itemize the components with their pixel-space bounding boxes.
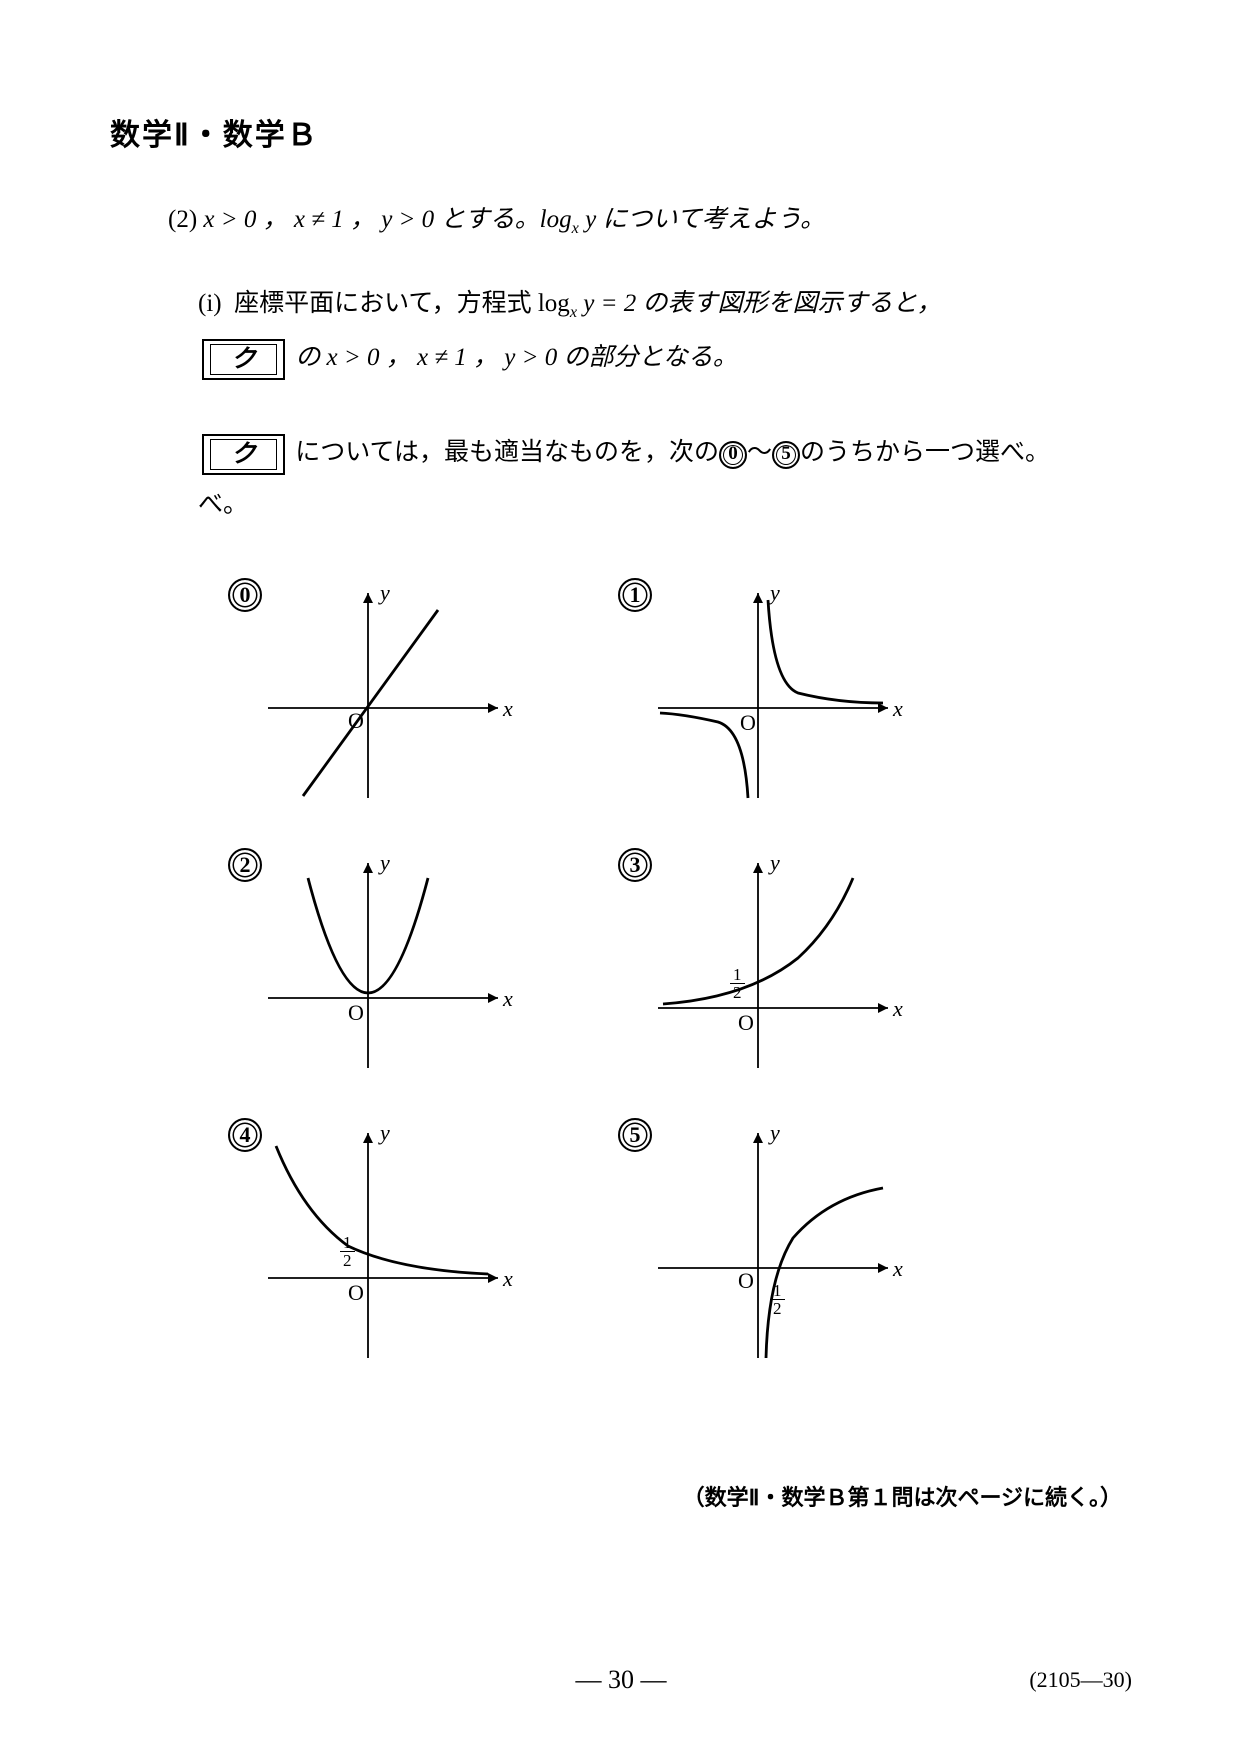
svg-text:y: y <box>378 580 390 605</box>
chart-2: y x O <box>228 848 528 1078</box>
range-start-icon: 0 <box>719 441 747 469</box>
svg-text:O: O <box>738 1010 754 1035</box>
choice-lead: については，最も適当なものを，次の <box>295 439 719 466</box>
option-2-icon[interactable]: 2 <box>228 848 262 882</box>
sub-text-1b: y = 2 の表す図形を図示すると， <box>577 290 941 317</box>
svg-text:O: O <box>348 1000 364 1025</box>
subproblem-number: (i) <box>198 290 222 317</box>
sub-text-1: 座標平面において，方程式 log <box>234 290 570 317</box>
svg-text:y: y <box>768 580 780 605</box>
option-3-icon[interactable]: 3 <box>618 848 652 882</box>
option-5-icon[interactable]: 5 <box>618 1118 652 1152</box>
chart-3: y x O 12 <box>618 848 918 1078</box>
svg-text:x: x <box>892 1256 903 1281</box>
svg-text:O: O <box>738 1268 754 1293</box>
svg-text:x: x <box>502 696 513 721</box>
svg-text:x: x <box>502 986 513 1011</box>
chart-5: y x O 12 <box>618 1118 918 1368</box>
svg-text:y: y <box>378 1120 390 1145</box>
page-number: ― 30 ― <box>576 1665 667 1695</box>
after-blank-text: の x > 0 ， x ≠ 1 ， y > 0 の部分となる。 <box>295 344 738 371</box>
problem-number: (2) <box>168 206 197 233</box>
chart-grid: 0 y x O 1 <box>228 578 1132 1378</box>
page-code: (2105―30) <box>1029 1667 1132 1693</box>
svg-text:y: y <box>768 850 780 875</box>
choice-tail: のうちから一つ選べ。 <box>800 439 1050 466</box>
answer-blank-ku-ref: ク <box>202 434 285 475</box>
problem-body: (2) x > 0 ， x ≠ 1 ， y > 0 とする。log x y につい… <box>168 196 1132 1378</box>
svg-text:y: y <box>378 850 390 875</box>
cond-text-2: y について考えよう。 <box>579 206 825 233</box>
svg-text:O: O <box>740 710 756 735</box>
option-1-icon[interactable]: 1 <box>618 578 652 612</box>
svg-text:y: y <box>768 1120 780 1145</box>
svg-text:x: x <box>892 696 903 721</box>
svg-text:x: x <box>892 996 903 1021</box>
option-4-icon[interactable]: 4 <box>228 1118 262 1152</box>
chart-0: y x O <box>228 578 528 808</box>
page-title: 数学Ⅱ・数学Ｂ <box>110 110 1132 154</box>
range-end-icon: 5 <box>772 441 800 469</box>
chart-1: y x O <box>618 578 918 808</box>
option-0-icon[interactable]: 0 <box>228 578 262 612</box>
answer-blank-ku[interactable]: ク <box>202 339 285 380</box>
continuation-note: （数学Ⅱ・数学Ｂ第１問は次ページに続く。） <box>683 1480 1122 1512</box>
svg-text:O: O <box>348 1280 364 1305</box>
cond-text: x > 0 ， x ≠ 1 ， y > 0 とする。log <box>203 206 571 233</box>
svg-text:x: x <box>502 1266 513 1291</box>
chart-4: y x O 12 <box>228 1118 528 1368</box>
